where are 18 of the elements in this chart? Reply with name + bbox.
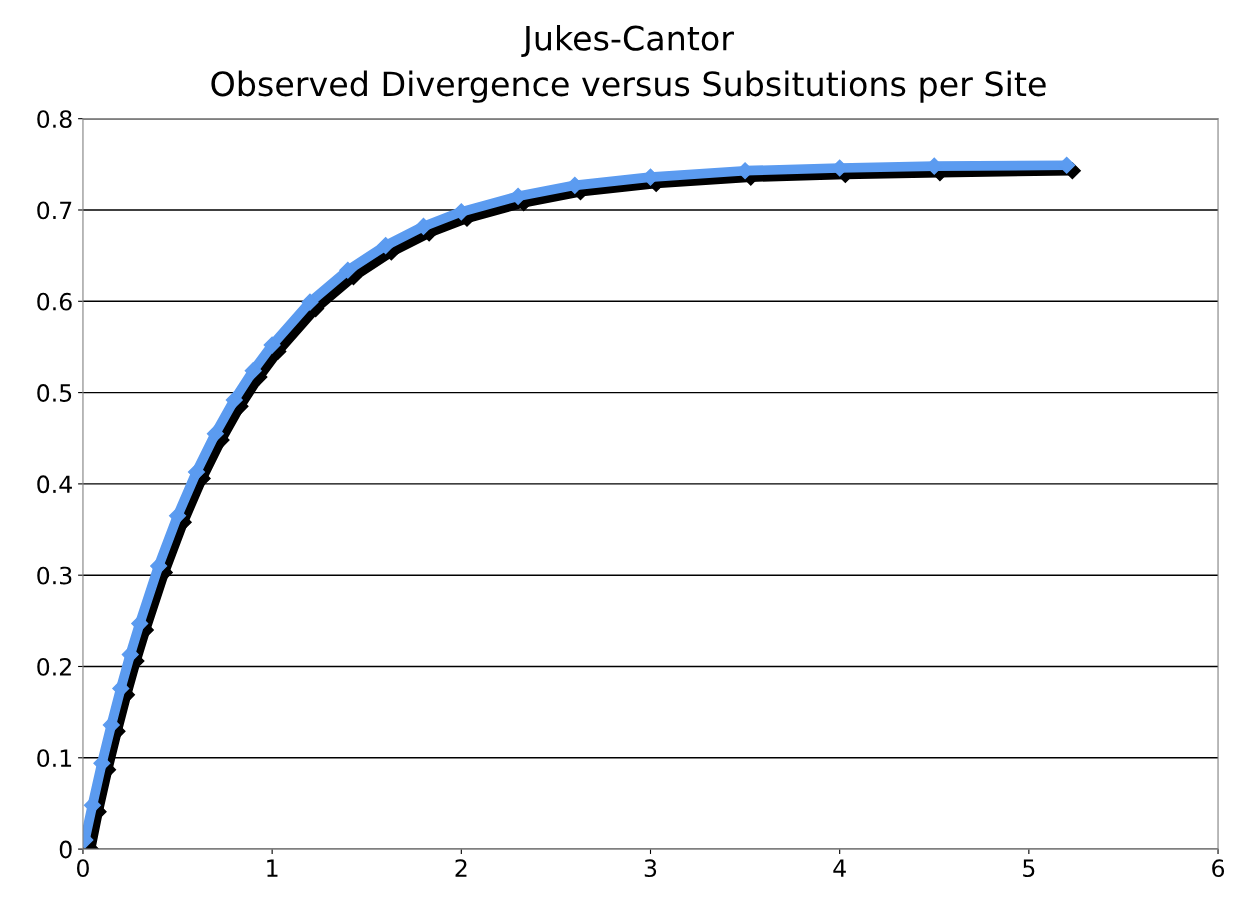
x-tick-label: 2 (455, 859, 467, 877)
x-tick-label: 1 (267, 859, 278, 877)
x-tick-label: 3 (644, 859, 657, 878)
chart-title: Jukes-Cantor (521, 24, 734, 57)
y-tick-label: 0.1 (37, 749, 72, 768)
x-tick-label: 5 (1023, 859, 1035, 878)
x-tick-label: 0 (77, 859, 89, 878)
y-tick-label: 0.7 (37, 201, 72, 220)
y-tick-label: 0.6 (37, 292, 72, 311)
y-tick-label: 0 (59, 840, 72, 859)
y-tick-label: 0.2 (37, 657, 71, 676)
y-tick-label: 0.3 (37, 566, 72, 585)
x-tick-label: 4 (833, 859, 846, 877)
y-tick-label: 0.4 (37, 475, 72, 494)
x-tick-label: 6 (1212, 859, 1225, 878)
chart-subtitle: Observed Divergence versus Subsitutions per Site (211, 70, 1046, 103)
y-tick-label: 0.8 (37, 110, 72, 128)
y-tick-label: 0.5 (37, 384, 72, 402)
